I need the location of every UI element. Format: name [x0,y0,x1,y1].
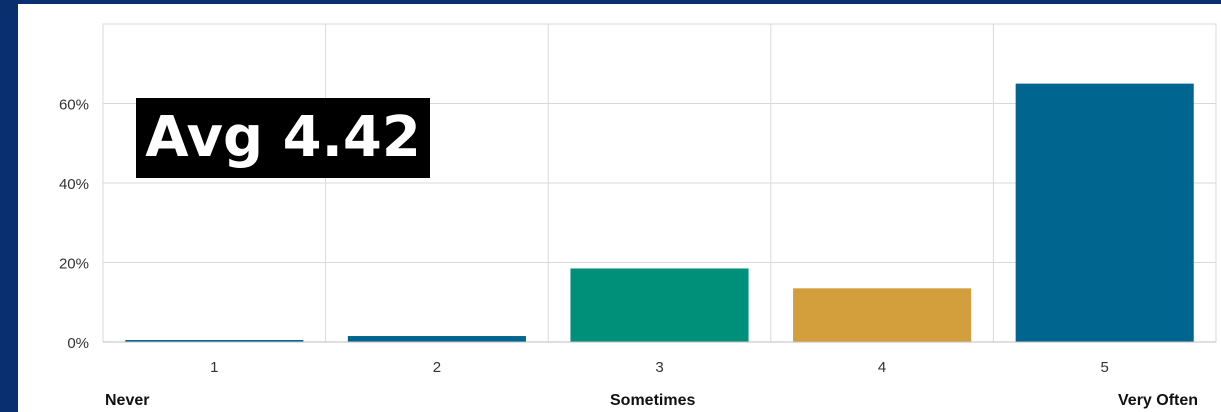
bar-3 [570,268,749,342]
scale-anchor-never: Never [105,392,150,409]
y-tick-label: 0% [67,335,89,352]
bar-2 [347,336,526,342]
x-tick-label: 4 [878,359,886,376]
bar-1 [125,340,304,342]
x-tick-label: 2 [433,359,441,376]
y-tick-label: 60% [59,97,89,114]
x-tick-label: 5 [1101,359,1109,376]
scale-anchor-sometimes: Sometimes [610,392,696,409]
average-badge: Avg 4.42 [136,98,430,178]
bar-5 [1015,83,1194,342]
scale-anchor-very-often: Very Often [1118,392,1199,409]
y-tick-label: 20% [59,256,89,273]
y-tick-label: 40% [59,176,89,193]
x-tick-label: 1 [210,359,218,376]
x-tick-label: 3 [655,359,663,376]
bar-4 [793,288,972,342]
